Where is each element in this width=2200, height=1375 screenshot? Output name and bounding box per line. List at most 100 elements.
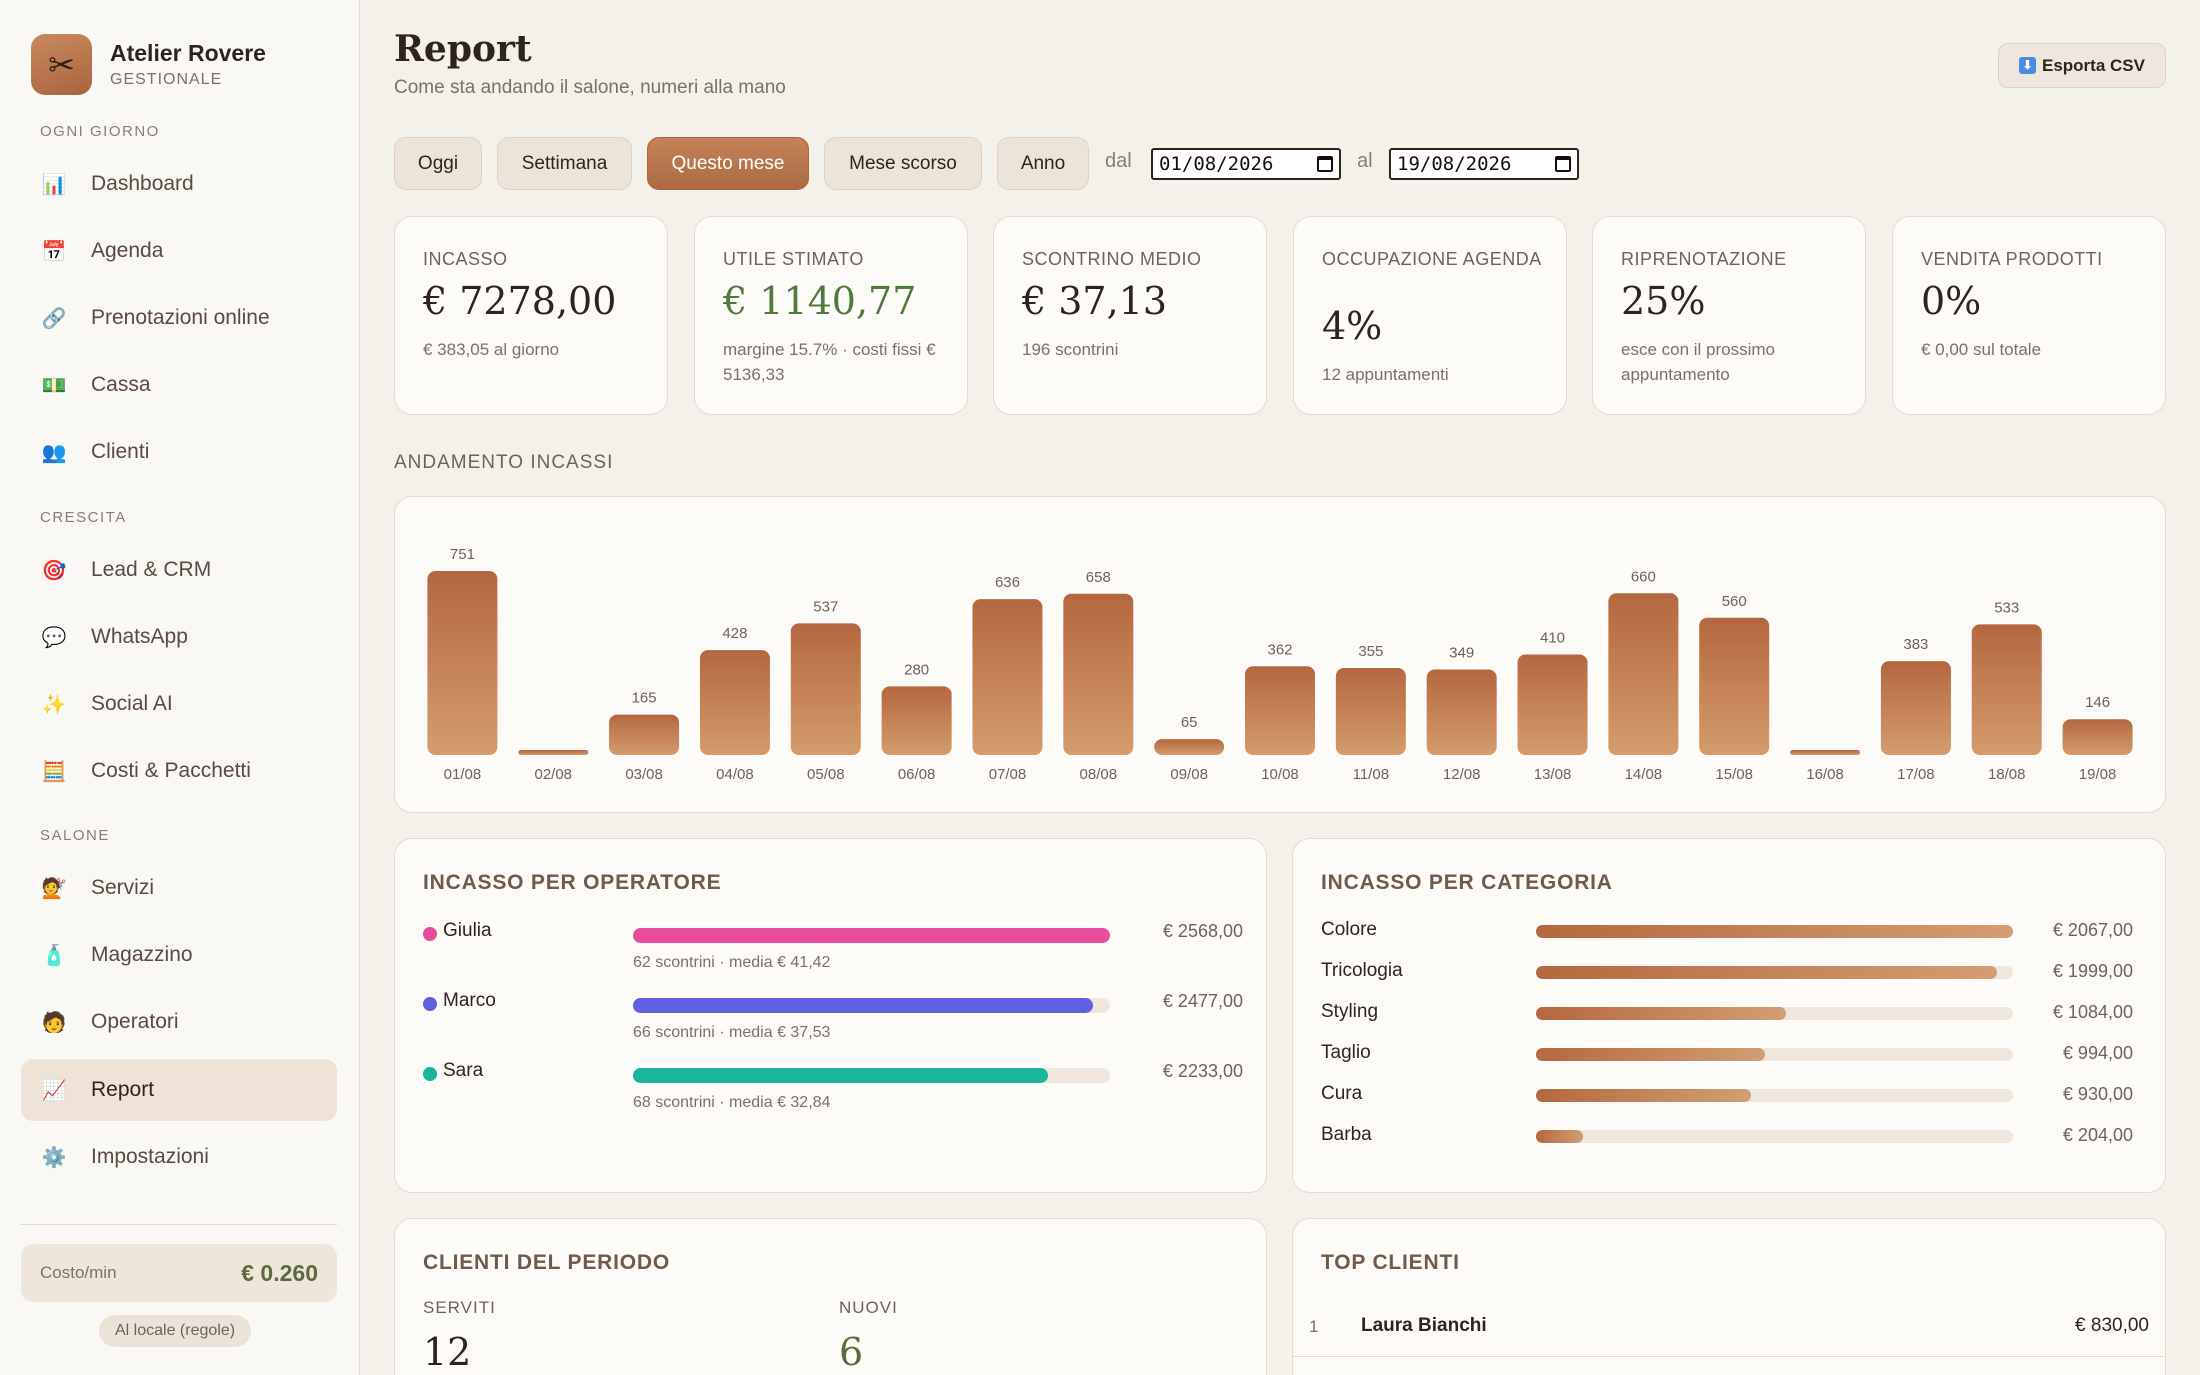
chart-x-tick-label: 04/08 [716,766,754,783]
local-rules-badge[interactable]: Al locale (regole) [99,1315,252,1347]
category-name: Cura [1321,1083,1363,1104]
trend-chart-icon: 📈 [41,1079,67,1102]
filter-questo-mese-button[interactable]: Questo mese [647,137,809,190]
sidebar-item-label: Agenda [91,239,164,262]
chart-bar[interactable] [609,714,680,755]
kpi-card-utile: UTILE STIMATO € 1140,77 margine 15.7% · … [694,216,968,415]
brand[interactable]: ✂ Atelier Rovere GESTIONALE [31,34,266,95]
sidebar-item-report[interactable]: 📈 Report [21,1059,337,1121]
sidebar-item-servizi[interactable]: 💇 Servizi [21,857,337,919]
date-to-input[interactable]: 19/08/2026 [1389,148,1579,180]
kpi-card-vendita-prodotti: VENDITA PRODOTTI 0% € 0,00 sul totale [1892,216,2166,415]
kpi-value: 0% [1921,279,1982,323]
kpi-label: SCONTRINO MEDIO [1022,249,1202,269]
sidebar-item-whatsapp[interactable]: 💬 WhatsApp [21,606,337,668]
chart-bar[interactable] [1426,669,1497,755]
download-icon: ⬇ [2019,57,2036,74]
served-clients-value: 12 [423,1330,472,1374]
chart-bar[interactable] [1608,593,1679,755]
chart-x-tick-label: 09/08 [1170,766,1208,783]
chart-bar[interactable] [2062,719,2133,755]
chart-bar[interactable] [518,750,589,755]
sidebar-item-lead-crm[interactable]: 🎯 Lead & CRM [21,539,337,601]
chart-data-label: 537 [813,598,838,615]
export-csv-button[interactable]: ⬇ Esporta CSV [1998,43,2166,88]
date-from-input[interactable]: 01/08/2026 [1151,148,1341,180]
sidebar-item-label: Operatori [91,1010,179,1033]
top-client-rank: 1 [1309,1317,1319,1336]
kpi-card-scontrino: SCONTRINO MEDIO € 37,13 196 scontrini [993,216,1267,415]
chart-bar[interactable] [1880,661,1951,755]
chart-bar[interactable] [427,571,498,755]
chart-bar[interactable] [1517,654,1588,755]
calendar-picker-icon[interactable] [1555,156,1571,172]
chart-x-tick-label: 13/08 [1534,766,1572,783]
chart-x-tick-label: 07/08 [989,766,1027,783]
page-subtitle: Come sta andando il salone, numeri alla … [394,77,786,98]
operator-bar-fill [633,928,1110,943]
sidebar-item-label: Impostazioni [91,1145,209,1168]
chart-x-tick-label: 10/08 [1261,766,1299,783]
top-client-row[interactable]: 1 Laura Bianchi € 830,00 [1293,1307,2165,1357]
top-client-value: € 830,00 [2075,1315,2149,1336]
chart-bar[interactable] [1154,739,1225,755]
categories-panel: INCASSO PER CATEGORIA Colore € 2067,00 T… [1292,838,2166,1193]
category-value: € 1999,00 [2052,961,2133,981]
kpi-value: € 1140,77 [723,279,917,323]
people-icon: 👥 [41,441,67,464]
chart-bar[interactable] [1063,593,1134,755]
operator-bar-fill [633,1068,1048,1083]
sidebar-item-magazzino[interactable]: 🧴 Magazzino [21,924,337,986]
category-bar-track [1536,1048,2013,1061]
sidebar-item-label: Dashboard [91,172,194,195]
chart-x-tick-label: 18/08 [1988,766,2026,783]
category-value: € 930,00 [2062,1084,2133,1104]
operator-bar-track [633,1068,1110,1083]
chart-bar[interactable] [790,623,861,755]
kpi-sub: € 383,05 al giorno [423,340,560,359]
chart-data-label: 349 [1449,644,1474,661]
brand-name: Atelier Rovere [110,40,266,66]
sidebar-item-prenotazioni[interactable]: 🔗 Prenotazioni online [21,287,337,349]
filter-oggi-button[interactable]: Oggi [394,137,482,190]
filter-settimana-button[interactable]: Settimana [497,137,632,190]
page-title: Report [394,28,532,70]
category-name: Tricologia [1321,960,1403,981]
chart-bar[interactable] [699,650,770,755]
category-row: Cura € 930,00 [1321,1083,2133,1113]
kpi-sub: 12 appuntamenti [1322,365,1449,384]
chart-bar[interactable] [881,686,952,755]
chart-bar[interactable] [972,599,1043,755]
sidebar-item-label: Costi & Pacchetti [91,759,251,782]
sidebar-item-social-ai[interactable]: ✨ Social AI [21,673,337,735]
category-name: Styling [1321,1001,1379,1022]
date-from-value: 01/08/2026 [1159,153,1274,175]
category-bar-fill [1536,966,1998,979]
sidebar-item-dashboard[interactable]: 📊 Dashboard [21,153,337,215]
kpi-card-incasso: INCASSO € 7278,00 € 383,05 al giorno [394,216,668,415]
cash-icon: 💵 [41,374,67,397]
sidebar-item-label: Prenotazioni online [91,306,270,329]
sidebar-item-costi-pacchetti[interactable]: 🧮 Costi & Pacchetti [21,740,337,802]
chart-bar[interactable] [1335,668,1406,755]
calendar-picker-icon[interactable] [1317,156,1333,172]
chart-x-tick-label: 03/08 [625,766,663,783]
chart-bar[interactable] [1699,617,1770,755]
chart-bar[interactable] [1971,624,2042,755]
kpi-label: INCASSO [423,249,508,269]
sidebar-item-agenda[interactable]: 📅 Agenda [21,220,337,282]
filter-mese-scorso-button[interactable]: Mese scorso [824,137,982,190]
kpi-label: UTILE STIMATO [723,249,864,269]
sidebar-item-clienti[interactable]: 👥 Clienti [21,421,337,483]
chart-x-tick-label: 14/08 [1625,766,1663,783]
filter-anno-button[interactable]: Anno [997,137,1089,190]
sidebar-item-cassa[interactable]: 💵 Cassa [21,354,337,416]
kpi-card-riprenotazione: RIPRENOTAZIONE 25% esce con il prossimo … [1592,216,1866,415]
operator-sub: 62 scontrini · media € 41,42 [633,954,831,971]
chart-bar[interactable] [1245,666,1315,755]
sidebar-item-impostazioni[interactable]: ⚙️ Impostazioni [21,1126,337,1188]
category-row: Barba € 204,00 [1321,1124,2133,1154]
sidebar-item-operatori[interactable]: 🧑 Operatori [21,991,337,1053]
chart-bar[interactable] [1790,750,1861,755]
operator-color-dot [423,927,437,941]
